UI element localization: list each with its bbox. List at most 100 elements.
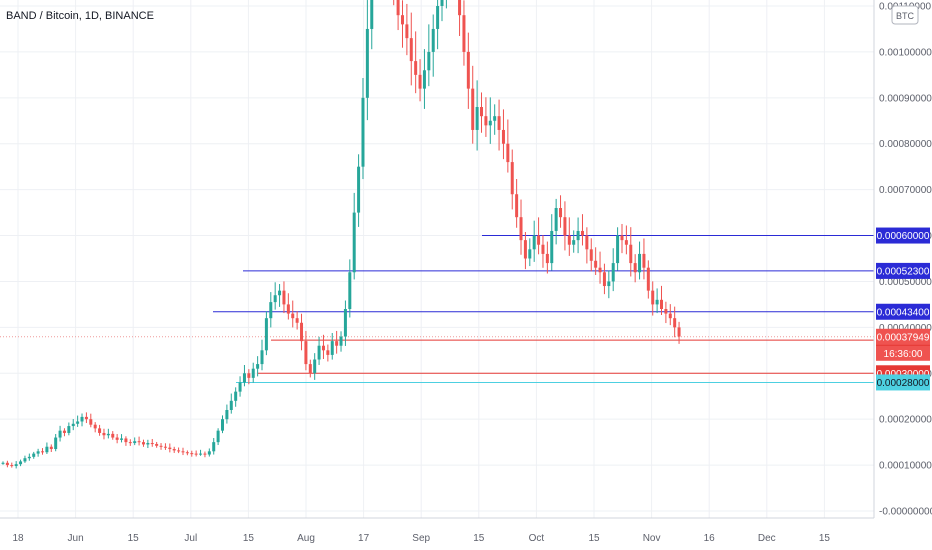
x-tick-label: 15 (819, 533, 831, 544)
candle-body (431, 28, 435, 52)
candle-body (400, 15, 404, 25)
candle-body (352, 212, 356, 273)
candle-body (422, 70, 426, 89)
candle-body (563, 217, 567, 236)
candle-body (638, 253, 642, 273)
candle-body (361, 97, 365, 167)
candle-body (190, 453, 194, 455)
level-tag-label: 0.00030000 (877, 369, 930, 380)
candle-body (159, 445, 163, 447)
candle-body (664, 309, 668, 314)
chart-title: BAND / Bitcoin, 1D, BINANCE (6, 10, 154, 22)
candle-body (5, 462, 9, 466)
candle-body (493, 116, 497, 121)
candle-body (673, 318, 677, 328)
candle-body (181, 451, 185, 453)
candle-body (660, 299, 663, 309)
candle-body (273, 295, 277, 303)
candle-body (427, 51, 431, 71)
price-axis[interactable] (873, 0, 932, 518)
candle-body (49, 446, 53, 450)
candle-body (304, 341, 308, 365)
candle-body (238, 382, 242, 392)
candle-body (207, 451, 211, 455)
candle-body (234, 391, 238, 401)
candle-body (585, 235, 589, 250)
candle-body (10, 465, 14, 467)
candle-body (357, 166, 361, 213)
x-tick-label: Dec (758, 533, 776, 544)
candle-body (76, 421, 80, 424)
y-tick-label: 0.00080000 (879, 139, 932, 150)
candle-body (308, 364, 312, 374)
candle-body (396, 0, 400, 16)
candle-body (580, 230, 584, 236)
candle-body (668, 313, 672, 319)
candle-body (409, 38, 413, 62)
horizontal-levels[interactable] (0, 235, 874, 383)
candle-body (67, 426, 71, 433)
candle-body (480, 107, 484, 117)
candle-body (172, 449, 176, 451)
candle-body (466, 51, 470, 89)
candle-body (89, 419, 93, 425)
last-price-label: 0.00037949 (877, 332, 930, 343)
time-axis[interactable] (0, 517, 874, 550)
x-tick-label: 17 (358, 533, 370, 544)
candle-body (339, 336, 343, 346)
candle-body (537, 235, 541, 245)
candle-body (242, 373, 246, 383)
candle-body (80, 416, 84, 422)
candle-body (133, 441, 137, 444)
candle-body (559, 208, 563, 218)
candle-body (550, 230, 554, 264)
candle-body (27, 456, 31, 459)
y-tick-label: 0.00010000 (879, 461, 932, 472)
candle-body (405, 24, 409, 39)
candle-body (458, 0, 462, 16)
candle-body (225, 410, 229, 420)
candle-body (440, 0, 444, 6)
candle-body (572, 240, 576, 245)
candle-body (54, 437, 58, 450)
candle-body (567, 235, 571, 245)
candle-body (41, 451, 45, 453)
candle-body (321, 345, 325, 351)
candle-body (554, 208, 558, 231)
x-tick-label: 15 (243, 533, 255, 544)
level-tag-blue (876, 262, 930, 279)
candle-body (576, 230, 580, 241)
currency-badge[interactable]: BTC (891, 5, 919, 25)
candle-body (475, 107, 479, 130)
candle-body (216, 430, 220, 443)
candle-body (589, 249, 593, 261)
candle-body (532, 235, 536, 250)
level-tag-blue (876, 303, 930, 320)
candle-body (326, 350, 330, 355)
candle-body (497, 116, 501, 130)
candle-body (642, 253, 646, 268)
candle-body (616, 235, 620, 264)
x-tick-label: Jun (68, 533, 84, 544)
candle-body (300, 322, 304, 342)
y-tick-label: 0.00050000 (879, 277, 932, 288)
x-tick-label: Nov (643, 533, 661, 544)
candle-body (317, 345, 321, 360)
candle-body (506, 143, 510, 163)
candle-body (106, 433, 110, 436)
candle-body (528, 249, 532, 259)
candle-body (36, 451, 40, 454)
candle-body (436, 6, 440, 29)
candle-body (84, 416, 88, 420)
candle-body (58, 430, 62, 438)
candle-body (313, 359, 317, 374)
candle-body (93, 424, 97, 429)
price-tags: 0.000600000.000523000.000434000.00037230… (876, 227, 930, 391)
x-tick-label: 15 (588, 533, 600, 544)
candle-body (185, 452, 189, 454)
candle-body (655, 299, 659, 305)
candle-body (111, 433, 115, 438)
y-tick-label: 0.00100000 (879, 47, 932, 58)
candle-body (251, 368, 255, 378)
